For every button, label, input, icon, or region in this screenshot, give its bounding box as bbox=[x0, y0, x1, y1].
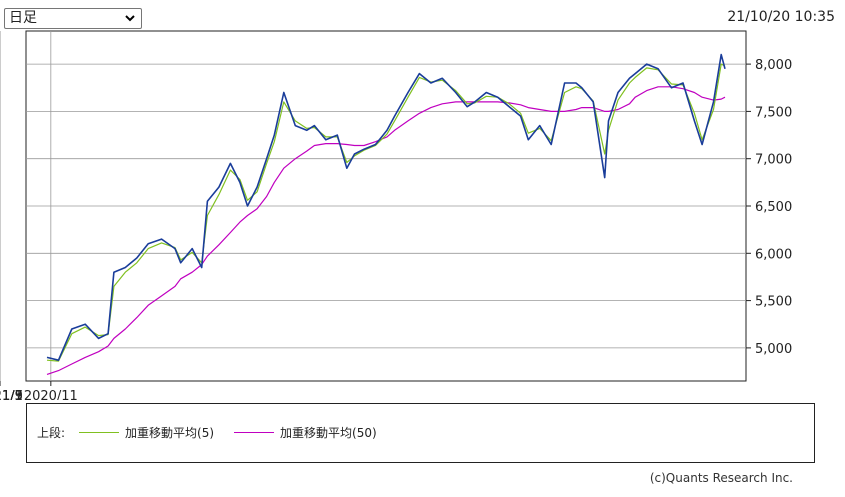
legend-prefix: 上段: bbox=[37, 426, 66, 440]
copyright-text: (c)Quants Research Inc. bbox=[649, 471, 793, 485]
timestamp: 21/10/20 10:35 bbox=[727, 9, 835, 25]
price-chart: 2020/112021/12021/32021/52021/72021/9 5,… bbox=[0, 30, 792, 400]
legend-item-ma5: 加重移動平均(5) bbox=[79, 424, 214, 441]
y-tick-label: 7,000 bbox=[755, 153, 792, 168]
x-tick-label: 2021/9 bbox=[0, 389, 23, 400]
y-tick-label: 5,000 bbox=[755, 342, 792, 357]
series-line-price bbox=[46, 53, 726, 362]
period-select[interactable]: 日足 bbox=[4, 8, 142, 29]
legend-label-ma5: 加重移動平均(5) bbox=[125, 426, 215, 440]
y-tick-label: 6,000 bbox=[755, 247, 792, 262]
y-tick-label: 5,500 bbox=[755, 295, 792, 310]
x-tick-label: 2021/3 bbox=[0, 389, 23, 400]
x-tick-label: 2021/1 bbox=[0, 389, 23, 400]
series-line-ma5 bbox=[46, 63, 726, 362]
period-select-value: 日足 bbox=[9, 10, 37, 26]
x-tick-label: 2020/11 bbox=[24, 389, 78, 400]
x-tick-label: 2021/5 bbox=[0, 389, 23, 400]
series-line-ma50 bbox=[46, 86, 726, 375]
legend-swatch-ma5 bbox=[79, 432, 120, 433]
legend-row: 上段: 加重移動平均(5) 加重移動平均(50) bbox=[37, 424, 397, 441]
legend-item-ma50: 加重移動平均(50) bbox=[234, 424, 377, 441]
y-tick-label: 7,500 bbox=[755, 105, 792, 120]
x-tick-label: 2021/7 bbox=[0, 389, 23, 400]
y-tick-label: 6,500 bbox=[755, 200, 792, 215]
legend-swatch-ma50 bbox=[234, 432, 275, 433]
y-tick-label: 8,000 bbox=[755, 58, 792, 73]
legend-label-ma50: 加重移動平均(50) bbox=[280, 426, 377, 440]
chevron-down-icon bbox=[125, 15, 135, 22]
legend-box: 上段: 加重移動平均(5) 加重移動平均(50) bbox=[26, 403, 815, 463]
